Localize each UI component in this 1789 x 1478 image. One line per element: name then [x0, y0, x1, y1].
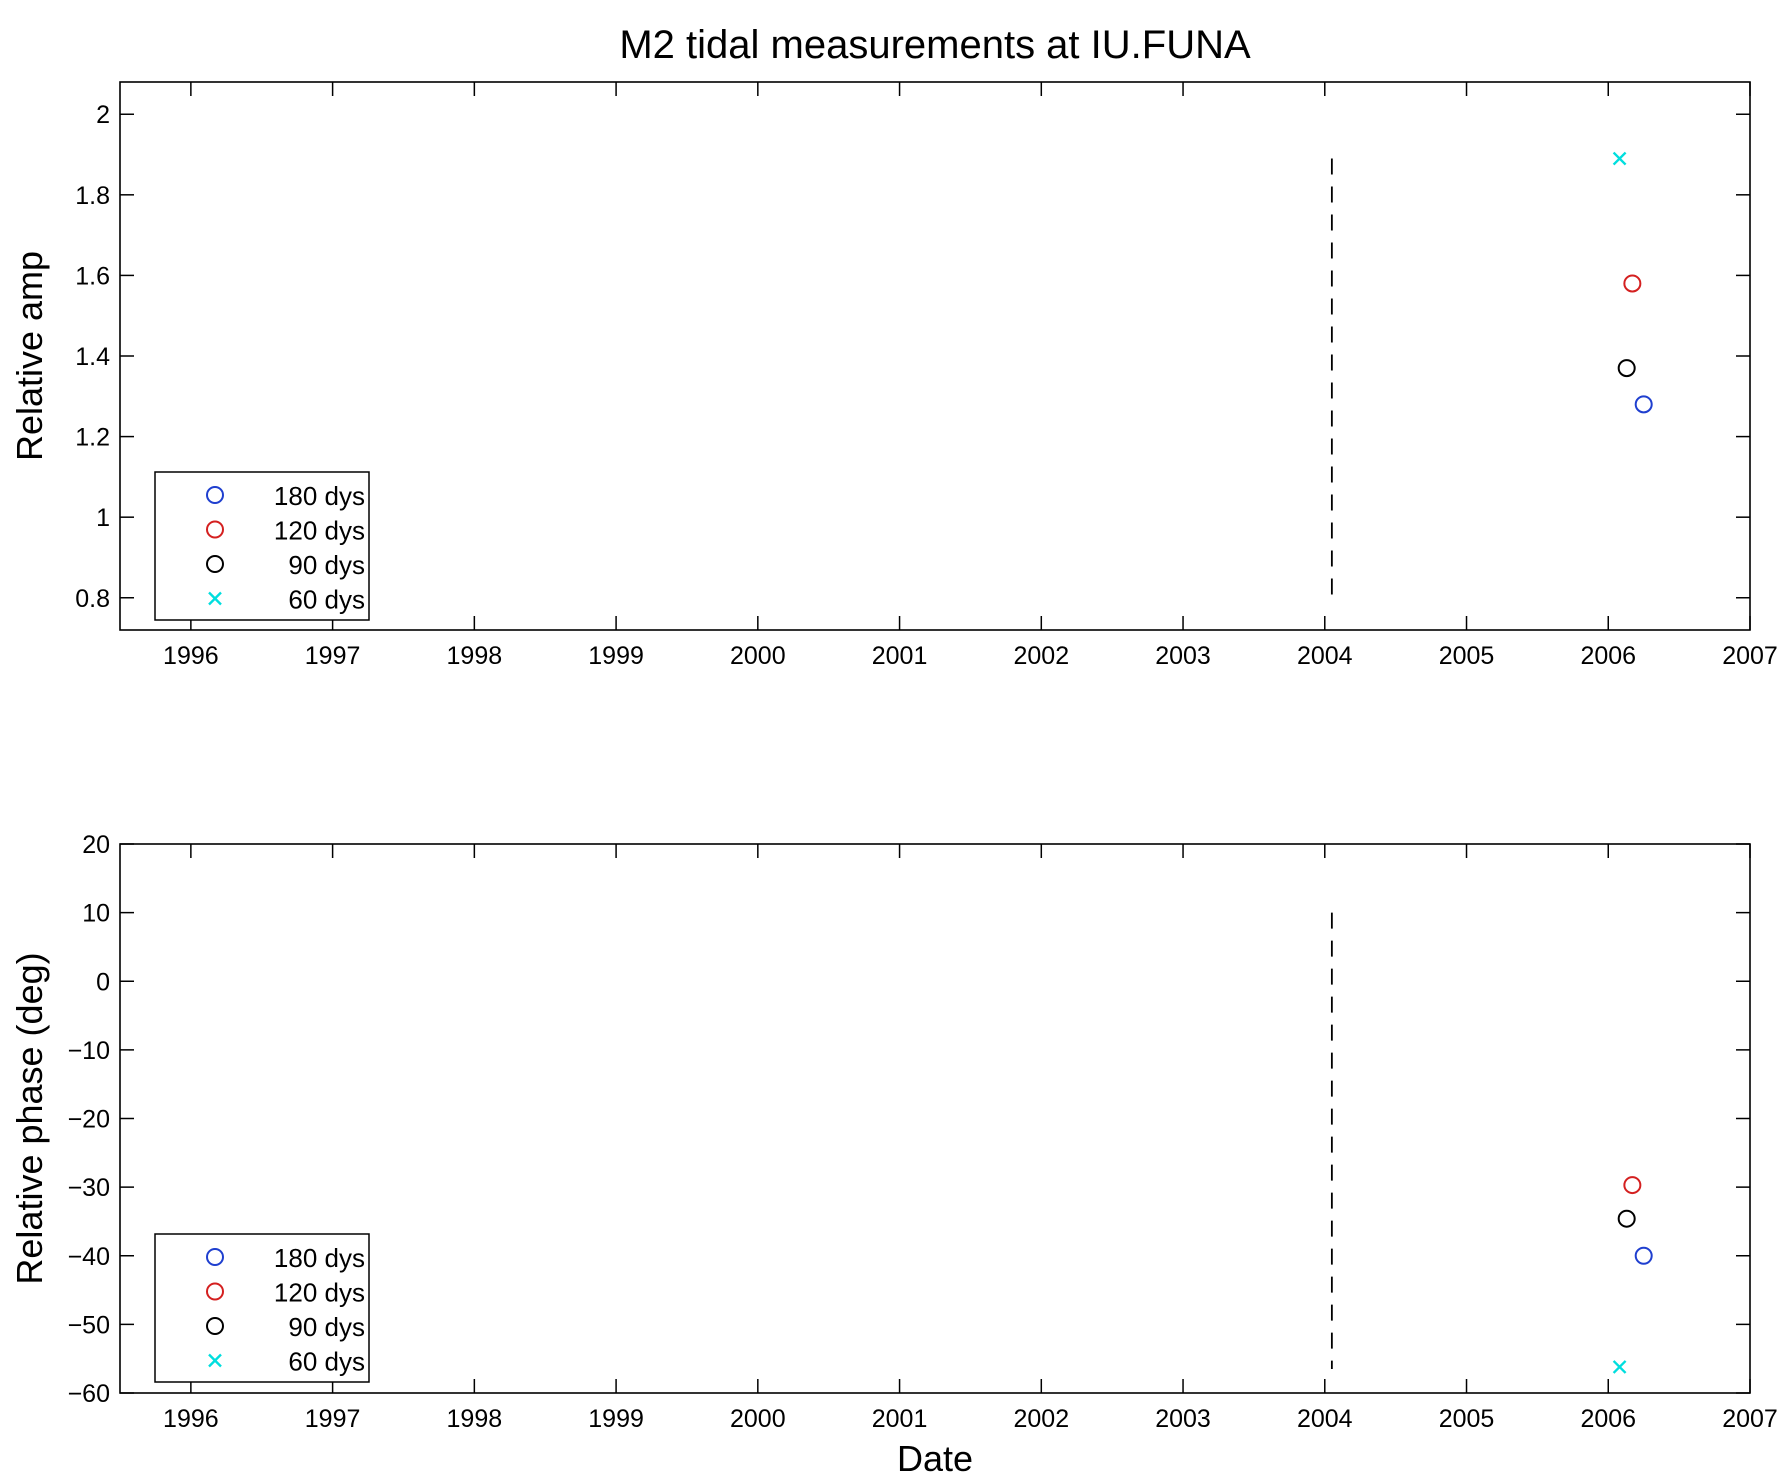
y-axis-title: Relative amp: [9, 251, 50, 461]
y-tick-label: 1.8: [75, 182, 110, 210]
data-point: [1634, 395, 1653, 414]
legend-marker: [206, 1317, 224, 1335]
legend-label: 90 dys: [288, 550, 365, 580]
x-tick-label: 2000: [730, 1405, 786, 1433]
data-point: [1612, 151, 1627, 166]
legend-label: 60 dys: [288, 1347, 365, 1377]
y-tick-label: 0.8: [75, 585, 110, 613]
y-tick-label: 2: [96, 101, 110, 129]
legend-label: 120 dys: [274, 516, 365, 546]
x-tick-label: 1999: [588, 642, 644, 670]
legend-label: 120 dys: [274, 1278, 365, 1308]
x-marker-stroke: [1612, 1360, 1627, 1374]
legend-label: 90 dys: [288, 1312, 365, 1342]
x-tick-label: 2006: [1580, 1405, 1636, 1433]
y-tick-label: 20: [82, 831, 110, 859]
amplitude-panel: 1996 1997 1998 1999 2000 2001 2002 2003 2004 2005…: [9, 81, 1778, 670]
x-tick-label: 2003: [1155, 642, 1211, 670]
y-tick-label: −50: [68, 1311, 110, 1339]
x-tick-label: 1998: [447, 642, 503, 670]
data-point: [1617, 1209, 1636, 1228]
x-tick-label: 2004: [1297, 642, 1353, 670]
legend-box: [154, 1233, 370, 1383]
x-tick-label: 2001: [872, 642, 928, 670]
x-tick-label: 2003: [1155, 1405, 1211, 1433]
x-tick-label: 2001: [872, 1405, 928, 1433]
x-tick-label: 2002: [1013, 1405, 1069, 1433]
legend-box: [154, 471, 370, 621]
x-tick-label: 2002: [1013, 642, 1069, 670]
x-tick-label: 2005: [1439, 642, 1495, 670]
x-tick-label: 2000: [730, 642, 786, 670]
x-tick-label: 1997: [305, 1405, 361, 1433]
x-tick-label: 2007: [1722, 642, 1778, 670]
legend-marker: [206, 486, 224, 504]
y-tick-label: 1: [96, 504, 110, 532]
data-point: [1612, 1360, 1627, 1374]
x-tick-label: 2005: [1439, 1405, 1495, 1433]
y-tick-label: −30: [68, 1174, 110, 1202]
y-axis-title: Relative phase (deg): [9, 952, 50, 1284]
x-tick-label: 1996: [163, 642, 219, 670]
y-tick-label: −40: [68, 1243, 110, 1271]
x-marker-stroke: [208, 1353, 222, 1368]
y-tick-label: −10: [68, 1037, 110, 1065]
y-tick-label: 1.2: [75, 424, 110, 452]
legend-marker: [206, 1248, 224, 1266]
legend-marker: [206, 520, 224, 539]
x-tick-label: 2004: [1297, 1405, 1353, 1433]
y-tick-label: −20: [68, 1106, 110, 1134]
legend-marker: [208, 1353, 222, 1368]
data-point: [1623, 1176, 1642, 1195]
x-tick-label: 1998: [447, 1405, 503, 1433]
data-point: [1623, 274, 1642, 293]
x-tick-label: 1996: [163, 1405, 219, 1433]
x-marker-stroke: [1612, 151, 1627, 166]
x-tick-label: 2007: [1722, 1405, 1778, 1433]
legend: 180 dys 120 dys 90 dys 60 dys: [154, 471, 370, 621]
phase-panel: 1996 1997 1998 1999 2000 2001 2002 2003 2004 2005…: [9, 831, 1778, 1478]
legend: 180 dys 120 dys 90 dys 60 dys: [154, 1233, 370, 1383]
data-point: [1617, 359, 1636, 378]
legend-label: 60 dys: [288, 585, 365, 615]
y-tick-label: 1.4: [75, 343, 110, 371]
x-tick-label: 2006: [1580, 642, 1636, 670]
y-tick-label: 10: [82, 900, 110, 928]
y-tick-label: −60: [68, 1380, 110, 1408]
x-tick-label: 1999: [588, 1405, 644, 1433]
x-marker-stroke: [208, 591, 222, 606]
legend-marker: [208, 591, 222, 606]
data-point: [1634, 1246, 1653, 1265]
legend-marker: [206, 1282, 224, 1301]
figure-title: M2 tidal measurements at IU.FUNA: [619, 23, 1251, 67]
legend-marker: [206, 555, 224, 573]
y-tick-label: 1.6: [75, 262, 110, 290]
x-tick-label: 1997: [305, 642, 361, 670]
y-tick-label: 0: [96, 968, 110, 996]
legend-label: 180 dys: [274, 1243, 365, 1273]
legend-label: 180 dys: [274, 481, 365, 511]
x-axis-title: Date: [897, 1438, 973, 1478]
